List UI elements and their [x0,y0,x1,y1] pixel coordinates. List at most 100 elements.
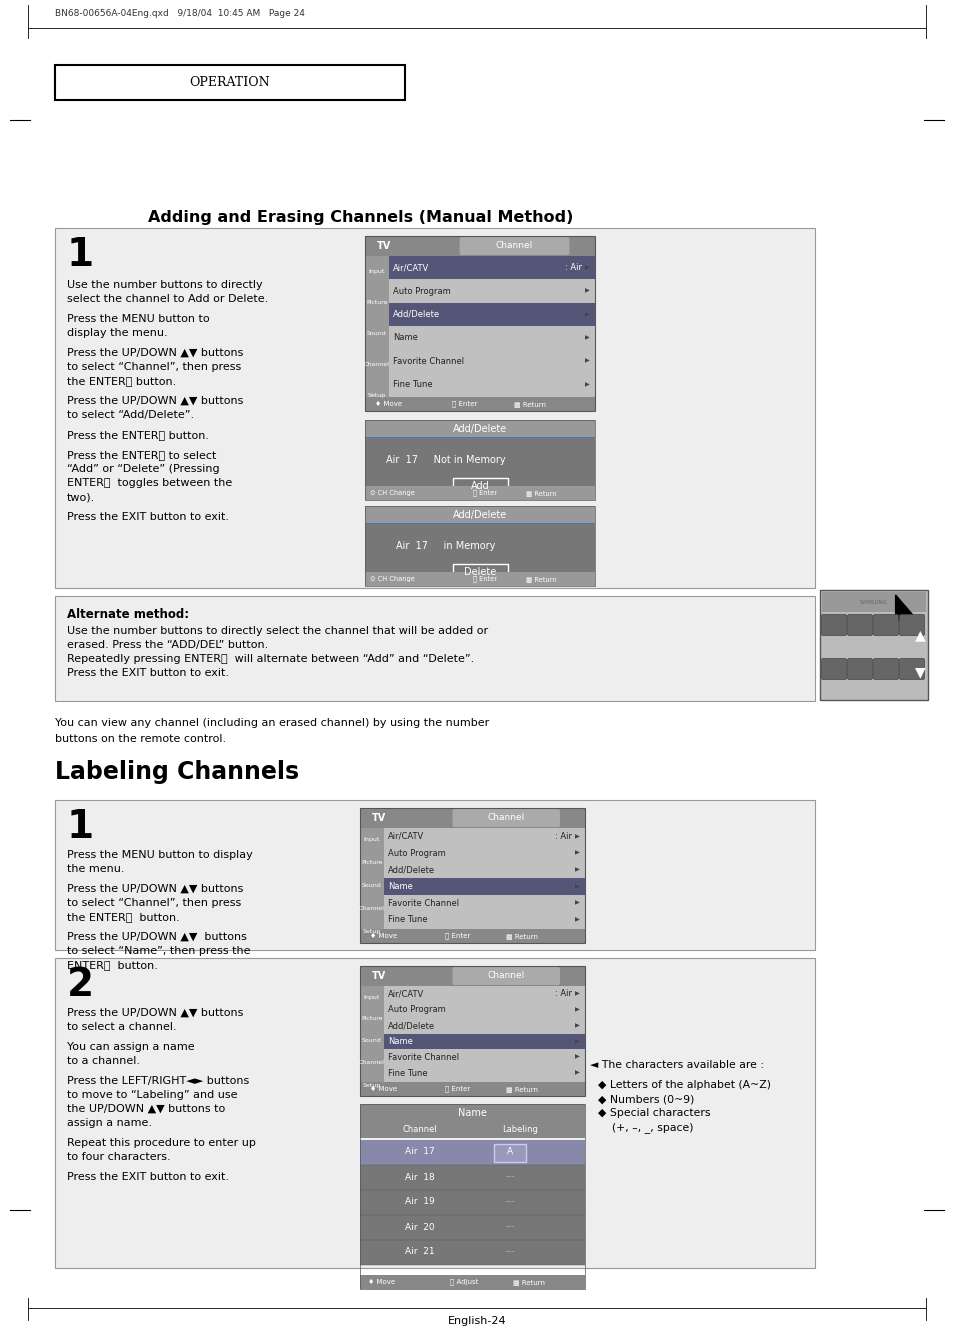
Text: Press the MENU button to: Press the MENU button to [67,314,210,324]
Text: buttons on the remote control.: buttons on the remote control. [55,734,226,744]
Text: ⌗ Enter: ⌗ Enter [473,575,497,582]
Bar [359,1189,584,1215]
FancyBboxPatch shape [821,658,845,679]
Text: Fine Tune: Fine Tune [388,916,427,924]
Text: ▶: ▶ [575,1039,579,1043]
Text: Add/Delete: Add/Delete [388,865,435,874]
Text: Repeat this procedure to enter up: Repeat this procedure to enter up [67,1138,255,1148]
Bar [55,595,814,700]
Text: ▶: ▶ [575,867,579,872]
Text: Delete: Delete [463,566,496,577]
Text: Picture: Picture [361,860,382,865]
Bar [359,966,584,1096]
FancyBboxPatch shape [846,658,872,679]
Text: Adding and Erasing Channels (Manual Method): Adding and Erasing Channels (Manual Meth… [148,210,573,225]
Text: to move to “Labeling” and use: to move to “Labeling” and use [67,1090,237,1100]
FancyBboxPatch shape [452,809,559,827]
Text: Labeling: Labeling [501,1126,537,1135]
Bar [359,1082,584,1096]
Text: Repeatedly pressing ENTERⓡ  will alternate between “Add” and “Delete”.: Repeatedly pressing ENTERⓡ will alternat… [67,654,474,664]
Text: the menu.: the menu. [67,864,125,874]
Text: Add/Delete: Add/Delete [453,510,507,520]
Bar [453,477,507,493]
Bar [821,591,925,611]
Text: TV: TV [376,241,391,251]
Bar [365,437,595,440]
Text: Use the number buttons to directly: Use the number buttons to directly [67,280,262,290]
Text: ▶: ▶ [584,359,589,364]
Bar [820,590,927,700]
Text: to select “Channel”, then press: to select “Channel”, then press [67,898,241,908]
Text: Press the UP/DOWN ▲▼ buttons: Press the UP/DOWN ▲▼ buttons [67,1007,243,1018]
Text: ⌗ Adjust: ⌗ Adjust [450,1278,477,1285]
Text: ▶: ▶ [575,1007,579,1013]
Text: 2: 2 [67,966,94,1003]
Bar [365,506,595,586]
Text: Add/Delete: Add/Delete [453,424,507,435]
Bar [359,1104,584,1289]
Text: ▶: ▶ [575,833,579,839]
Text: 1: 1 [67,237,94,274]
Text: Input: Input [363,994,380,999]
Bar [359,966,584,986]
Text: Channel: Channel [358,1061,384,1066]
Bar [359,808,584,828]
Text: Press the EXIT button to exit.: Press the EXIT button to exit. [67,668,229,678]
Bar [365,420,595,439]
Text: TV: TV [372,971,386,981]
Text: ▶: ▶ [584,335,589,340]
Text: You can view any channel (including an erased channel) by using the number: You can view any channel (including an e… [55,718,489,728]
Bar [389,256,595,279]
Text: ▶: ▶ [575,901,579,905]
Text: Air  17: Air 17 [405,1147,435,1156]
FancyBboxPatch shape [459,237,569,255]
Text: ⊙ CH Change: ⊙ CH Change [370,575,415,582]
Text: Favorite Channel: Favorite Channel [388,1053,458,1062]
Text: Add/Delete: Add/Delete [393,310,439,319]
Text: Press the UP/DOWN ▲▼ buttons: Press the UP/DOWN ▲▼ buttons [67,396,243,405]
Text: ▶: ▶ [575,1023,579,1029]
Bar [389,303,595,326]
Bar [365,237,595,411]
Text: Setup: Setup [368,393,386,397]
Bar [365,524,595,571]
Text: Press the LEFT/RIGHT◄► buttons: Press the LEFT/RIGHT◄► buttons [67,1076,249,1086]
Text: ▦ Return: ▦ Return [514,401,546,407]
Text: Input: Input [369,268,385,274]
Bar [365,237,595,256]
Text: Air  19: Air 19 [405,1197,435,1207]
Text: to select “Add/Delete”.: to select “Add/Delete”. [67,411,193,420]
Text: ▶: ▶ [575,991,579,997]
Text: to select “Name”, then press the: to select “Name”, then press the [67,946,251,956]
FancyBboxPatch shape [873,658,898,679]
Text: ▲: ▲ [914,629,924,642]
Text: Use the number buttons to directly select the channel that will be added or: Use the number buttons to directly selec… [67,626,488,637]
Text: two).: two). [67,492,95,502]
Text: ◆ Letters of the alphabet (A~Z): ◆ Letters of the alphabet (A~Z) [598,1080,770,1090]
Bar [365,256,389,411]
Text: Add: Add [470,481,489,490]
Text: the ENTERⓡ button.: the ENTERⓡ button. [67,376,176,385]
Text: ♦ Move: ♦ Move [368,1278,395,1285]
Bar [365,524,595,526]
Text: ---: --- [504,1223,515,1232]
Text: You can assign a name: You can assign a name [67,1042,194,1053]
Text: Sound: Sound [362,1038,381,1043]
Text: : Air: : Air [564,263,581,272]
Text: ▶: ▶ [584,312,589,316]
Text: display the menu.: display the menu. [67,328,168,338]
Text: BN68-00656A-04Eng.qxd   9/18/04  10:45 AM   Page 24: BN68-00656A-04Eng.qxd 9/18/04 10:45 AM P… [55,9,305,19]
Text: Press the EXIT button to exit.: Press the EXIT button to exit. [67,512,229,522]
Text: Alternate method:: Alternate method: [67,607,189,621]
Text: Setup: Setup [362,1083,381,1087]
Bar [359,828,384,944]
Text: ◆ Numbers (0~9): ◆ Numbers (0~9) [598,1094,694,1104]
Text: ▦ Return: ▦ Return [506,1086,537,1092]
Text: select the channel to Add or Delete.: select the channel to Add or Delete. [67,294,268,304]
Text: Air/CATV: Air/CATV [388,989,424,998]
Text: Channel: Channel [402,1126,436,1135]
FancyBboxPatch shape [873,614,898,635]
Text: the ENTERⓡ  button.: the ENTERⓡ button. [67,912,179,922]
FancyBboxPatch shape [899,614,923,635]
Text: Air/CATV: Air/CATV [393,263,429,272]
